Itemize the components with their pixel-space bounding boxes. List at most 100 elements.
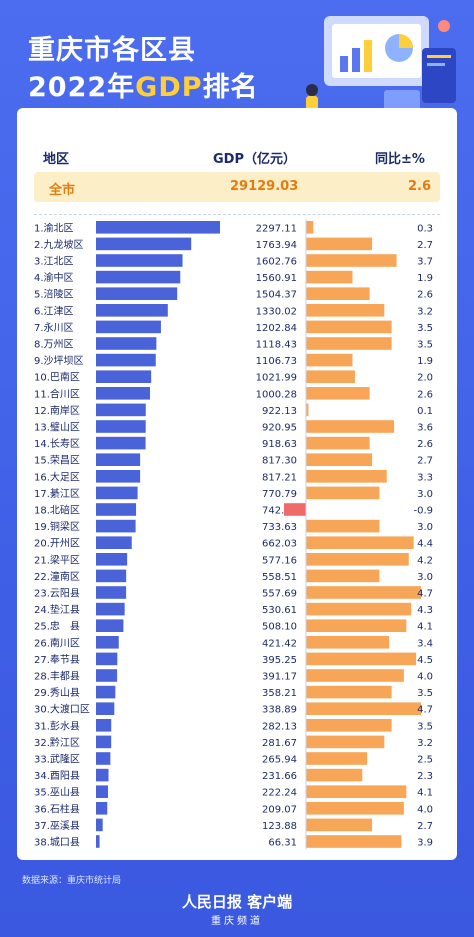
- gdp-bar: [96, 519, 136, 533]
- gdp-value-label: 557.69: [262, 589, 297, 600]
- gdp-bar: [96, 287, 178, 300]
- growth-bar: [306, 237, 373, 251]
- gdp-value-label: 817.21: [262, 472, 297, 483]
- growth-value-label: 0.1: [417, 406, 433, 417]
- gdp-value-label: 1000.28: [256, 389, 297, 400]
- gdp-value-label: 577.16: [262, 555, 297, 566]
- growth-bar: [306, 619, 407, 632]
- growth-value-label: 3.0: [417, 489, 433, 500]
- gdp-bar: [96, 752, 111, 765]
- gdp-value-label: 817.30: [262, 456, 297, 467]
- gdp-bar: [96, 835, 100, 848]
- total-growth: 2.6: [408, 179, 432, 194]
- gdp-value-label: 1602.76: [256, 257, 297, 268]
- total-label: 全市: [49, 183, 76, 198]
- region-label: 9.沙坪坝区: [34, 354, 84, 367]
- total-row: 全市 29129.03 2.6: [34, 172, 440, 202]
- gdp-bar: [96, 370, 152, 383]
- region-label: 1.渝北区: [34, 221, 74, 234]
- region-label: 28.丰都县: [34, 670, 80, 683]
- gdp-value-label: 358.21: [262, 688, 297, 699]
- publisher-channel: 重庆频道: [211, 916, 263, 927]
- growth-bar: [306, 320, 392, 334]
- growth-value-label: 1.9: [417, 356, 433, 367]
- region-label: 7.永川区: [34, 321, 74, 334]
- total-gdp: 29129.03: [230, 179, 299, 194]
- growth-value-label: 3.2: [417, 306, 433, 317]
- growth-bar: [306, 835, 402, 848]
- growth-value-label: 4.1: [417, 622, 433, 633]
- publisher-logo: 人民日报 客户端: [181, 893, 293, 911]
- region-label: 32.黔江区: [34, 736, 80, 749]
- gdp-bar: [96, 304, 168, 317]
- growth-bar: [306, 486, 380, 500]
- growth-bar: [306, 254, 397, 267]
- growth-value-label: 4.7: [417, 589, 433, 600]
- gdp-value-label: 391.17: [262, 672, 297, 683]
- region-label: 18.北碚区: [34, 504, 80, 517]
- gdp-value-label: 1330.02: [256, 306, 297, 317]
- growth-bar: [306, 553, 409, 566]
- region-label: 16.大足区: [34, 470, 80, 483]
- gdp-bar: [96, 802, 108, 815]
- growth-value-label: 4.5: [417, 655, 433, 666]
- region-label: 14.长寿区: [34, 437, 80, 450]
- growth-bar: [306, 536, 414, 549]
- growth-bar: [306, 337, 392, 350]
- growth-bar: [306, 719, 392, 732]
- growth-bar: [306, 470, 387, 483]
- growth-value-label: 4.0: [417, 672, 433, 683]
- gdp-value-label: 222.24: [262, 788, 297, 799]
- gdp-value-label: 2297.11: [256, 223, 297, 234]
- region-label: 30.大渡口区: [34, 703, 90, 716]
- gdp-value-label: 209.07: [262, 804, 297, 815]
- title-highlight: GDP: [135, 72, 203, 103]
- region-label: 12.南岸区: [34, 404, 80, 417]
- region-label: 31.彭水县: [34, 719, 80, 732]
- region-label: 29.秀山县: [34, 687, 80, 699]
- growth-value-label: 3.3: [417, 472, 433, 483]
- gdp-value-label: 770.79: [262, 489, 297, 500]
- growth-value-label: 3.5: [417, 688, 433, 699]
- ranking-card: 地区 GDP（亿元） 同比±% 全市 29129.03 2.6: [17, 108, 457, 860]
- gdp-value-label: 1021.99: [256, 373, 297, 384]
- gdp-value-label: 1504.37: [256, 290, 297, 301]
- gdp-bar: [96, 636, 119, 649]
- region-label: 3.江北区: [34, 256, 74, 268]
- gdp-value-label: 66.31: [268, 838, 297, 849]
- gdp-bar: [96, 652, 118, 666]
- growth-bar: [306, 735, 385, 749]
- gdp-bar: [96, 768, 109, 782]
- growth-value-label: 2.0: [417, 373, 433, 384]
- gdp-bar: [96, 553, 128, 566]
- gdp-value-label: 1763.94: [256, 240, 297, 251]
- growth-bar: [306, 768, 363, 782]
- growth-value-label: 2.7: [417, 456, 433, 467]
- region-label: 22.潼南区: [34, 570, 80, 583]
- region-label: 23.云阳县: [34, 588, 80, 600]
- region-label: 2.九龙坡区: [34, 238, 84, 251]
- gdp-bar: [96, 702, 115, 715]
- gdp-value-label: 558.51: [262, 572, 297, 583]
- growth-value-label: 3.5: [417, 323, 433, 334]
- gdp-bar: [96, 353, 156, 367]
- gdp-bar: [96, 818, 103, 832]
- growth-value-label: 3.0: [417, 522, 433, 533]
- page-title-line2: 2022年GDP排名: [28, 65, 259, 104]
- title-suffix: 排名: [202, 72, 259, 103]
- growth-bar: [306, 403, 309, 417]
- page-title-line1: 重庆市各区县: [28, 35, 196, 66]
- growth-bar: [306, 652, 417, 666]
- region-label: 5.涪陵区: [34, 288, 74, 301]
- gdp-value-label: 1560.91: [256, 273, 297, 284]
- gdp-bar: [96, 486, 138, 500]
- gdp-bar: [96, 503, 137, 516]
- region-label: 15.荣昌区: [34, 455, 80, 467]
- gdp-bar: [96, 403, 146, 417]
- region-label: 13.璧山区: [34, 421, 80, 434]
- growth-bar: [306, 636, 390, 649]
- header-gdp: GDP（亿元）: [213, 152, 296, 167]
- growth-bar: [306, 752, 368, 765]
- gdp-bar: [96, 785, 108, 798]
- growth-value-label: 3.6: [417, 423, 433, 434]
